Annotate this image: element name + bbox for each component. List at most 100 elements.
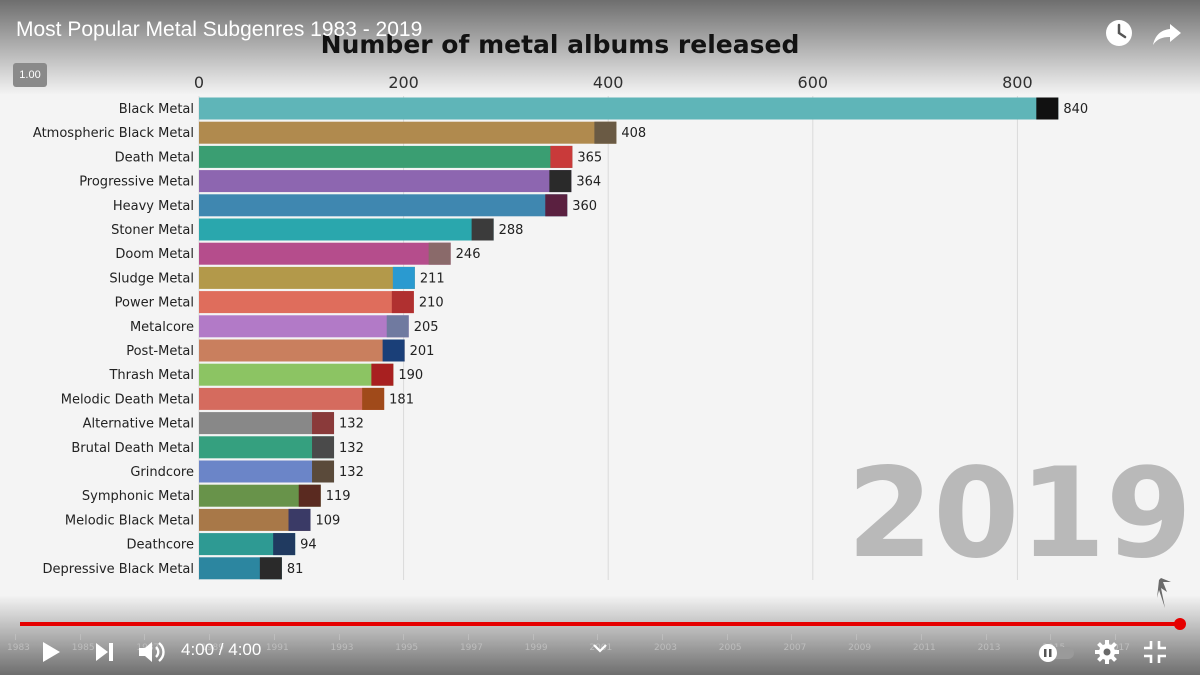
- value-label: 109: [316, 513, 341, 528]
- category-label: Sludge Metal: [109, 271, 194, 286]
- album-thumbnail: [550, 145, 573, 168]
- album-thumbnail: [382, 339, 405, 362]
- bar: [199, 145, 573, 168]
- x-tick-label: 400: [593, 73, 624, 92]
- timeline-tick: [144, 634, 146, 640]
- bar: [199, 484, 321, 507]
- album-thumbnail: [392, 266, 415, 289]
- timeline-tick: [791, 634, 793, 640]
- album-thumbnail: [428, 242, 451, 265]
- category-label: Power Metal: [115, 296, 194, 311]
- category-label: Atmospheric Black Metal: [33, 126, 194, 141]
- timeline-year-label: 1993: [330, 643, 354, 653]
- value-label: 364: [576, 175, 601, 190]
- bar-row: Thrash Metal 190: [108, 363, 423, 386]
- timeline-tick: [403, 634, 405, 640]
- video-title[interactable]: Most Popular Metal Subgenres 1983 - 2019: [16, 18, 423, 41]
- category-label: Melodic Death Metal: [61, 392, 194, 407]
- watermark-logo: [1157, 578, 1171, 608]
- x-tick-label: 200: [388, 73, 419, 92]
- bar-row: Metalcore 205: [130, 315, 439, 338]
- value-label: 132: [339, 465, 364, 480]
- bar-row: Melodic Death Metal 181: [61, 387, 414, 410]
- category-label: Deathcore: [127, 538, 194, 553]
- chevron-down-icon[interactable]: [590, 640, 610, 656]
- timeline-year-label: 2011: [912, 643, 936, 653]
- bar-row: Power Metal 210: [115, 291, 444, 314]
- category-label: Symphonic Metal: [82, 489, 194, 504]
- timeline-tick: [597, 634, 599, 640]
- album-thumbnail: [594, 121, 617, 144]
- value-label: 119: [326, 489, 351, 504]
- bar: [199, 339, 405, 362]
- category-label: Death Metal: [115, 150, 194, 165]
- value-label: 132: [339, 441, 364, 456]
- timeline-tick: [920, 634, 922, 640]
- value-label: 205: [414, 320, 439, 335]
- timeline-year-label: 1985: [71, 643, 95, 653]
- timeline-tick: [209, 634, 211, 640]
- bar-row: Black Metal 840: [119, 97, 1088, 120]
- timeline-year-label: 2009: [848, 643, 872, 653]
- album-thumbnail: [371, 363, 394, 386]
- progress-scrubber[interactable]: [1174, 618, 1186, 630]
- album-thumbnail: [273, 533, 296, 556]
- album-thumbnail: [298, 484, 321, 507]
- value-label: 246: [456, 247, 481, 262]
- album-thumbnail: [545, 194, 568, 217]
- category-label: Heavy Metal: [113, 199, 194, 214]
- progress-bar[interactable]: [20, 618, 1186, 630]
- timeline-year-label: 1995: [395, 643, 419, 653]
- next-icon[interactable]: [93, 641, 117, 663]
- bar: [199, 508, 311, 531]
- category-label: Progressive Metal: [79, 175, 194, 190]
- progress-fill: [20, 622, 1180, 626]
- value-label: 211: [420, 271, 445, 286]
- timeline-tick: [79, 634, 81, 640]
- bar-row: Sludge Metal 211: [109, 266, 445, 289]
- album-thumbnail: [312, 460, 335, 483]
- bar: [199, 363, 394, 386]
- bar-row: Symphonic Metal 119: [82, 484, 351, 507]
- clock-icon[interactable]: [1102, 16, 1136, 50]
- album-thumbnail: [471, 218, 494, 241]
- album-thumbnail: [362, 387, 385, 410]
- bar: [199, 170, 572, 193]
- volume-icon[interactable]: [137, 638, 167, 666]
- value-label: 840: [1063, 102, 1088, 117]
- share-arrow-icon[interactable]: [1150, 16, 1184, 50]
- category-label: Brutal Death Metal: [71, 441, 194, 456]
- bar-row: Death Metal 365: [115, 145, 602, 168]
- bar: [199, 291, 414, 314]
- time-display: 4:00 / 4:00: [181, 640, 262, 659]
- x-tick-label: 0: [194, 73, 204, 92]
- bar: [199, 460, 335, 483]
- category-label: Post-Metal: [126, 344, 194, 359]
- bar-row: Atmospheric Black Metal 408: [33, 121, 646, 144]
- bar-row: Post-Metal 201: [126, 339, 434, 362]
- album-thumbnail: [1036, 97, 1059, 120]
- bar-row: Deathcore 94: [127, 533, 317, 556]
- album-thumbnail: [312, 436, 335, 459]
- timeline-tick: [985, 634, 987, 640]
- album-thumbnail: [288, 508, 311, 531]
- category-label: Depressive Black Metal: [43, 562, 195, 577]
- timeline-tick: [662, 634, 664, 640]
- bar: [199, 387, 385, 410]
- timeline-year-label: 1983: [7, 643, 30, 653]
- timeline-tick: [1050, 634, 1052, 640]
- timeline-year-label: 2003: [654, 643, 677, 653]
- bar-row: Doom Metal 246: [115, 242, 481, 265]
- value-label: 365: [577, 150, 602, 165]
- album-thumbnail: [312, 412, 335, 435]
- gear-icon[interactable]: [1094, 639, 1120, 665]
- exit-fullscreen-icon[interactable]: [1142, 639, 1168, 665]
- value-label: 190: [398, 368, 423, 383]
- autoplay-toggle-icon[interactable]: [1036, 641, 1076, 663]
- value-label: 210: [419, 296, 444, 311]
- value-label: 181: [389, 392, 414, 407]
- timeline-year-label: 2017: [1107, 643, 1130, 653]
- category-label: Thrash Metal: [108, 368, 194, 383]
- timeline-year-label: 1989: [201, 643, 225, 653]
- play-icon[interactable]: [38, 639, 64, 665]
